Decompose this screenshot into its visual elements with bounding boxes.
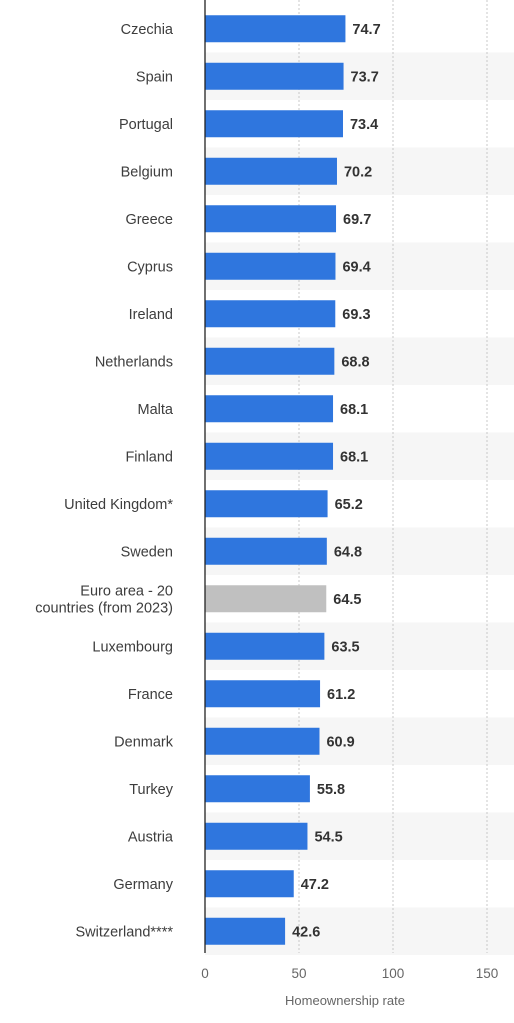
category-label: Cyprus [127, 259, 173, 275]
bar [205, 537, 327, 565]
value-label: 42.6 [292, 924, 320, 940]
x-tick-label: 150 [476, 966, 499, 981]
bar [205, 680, 321, 708]
category-label: Spain [136, 69, 173, 85]
bar [205, 870, 294, 898]
bar [205, 727, 320, 755]
value-label: 69.7 [343, 212, 371, 228]
bar [205, 442, 334, 470]
category-label: Czechia [121, 22, 174, 38]
category-label: Germany [113, 877, 173, 893]
value-labels: 74.7 73.7 73.4 70.2 69.7 69.4 69.3 68.8 68.1 68.1… [292, 22, 381, 941]
bar [205, 395, 334, 423]
bar [205, 775, 310, 803]
bars [205, 15, 346, 945]
category-labels: Czechia Spain Portugal Belgium Greece Cyprus I… [35, 22, 174, 941]
value-label: 55.8 [317, 782, 345, 798]
category-label: Finland [125, 449, 173, 465]
value-label: 64.5 [333, 592, 361, 608]
x-tick-labels: 0 50 100 150 [201, 966, 498, 981]
value-label: 63.5 [331, 639, 359, 655]
category-label: Turkey [129, 782, 174, 798]
value-label: 64.8 [334, 544, 362, 560]
category-label: Luxembourg [92, 639, 173, 655]
bar [205, 632, 325, 660]
category-label: Belgium [121, 164, 173, 180]
value-label: 73.7 [351, 69, 379, 85]
category-label: Greece [125, 212, 173, 228]
value-label: 69.3 [342, 307, 370, 323]
category-label: Portugal [119, 117, 173, 133]
x-tick-label: 50 [291, 966, 306, 981]
value-label: 68.1 [340, 449, 368, 465]
bar [205, 917, 286, 945]
x-tick-label: 0 [201, 966, 209, 981]
x-tick-label: 100 [382, 966, 405, 981]
gridlines [298, 0, 488, 953]
value-label: 68.1 [340, 402, 368, 418]
category-label: countries (from 2023) [35, 600, 173, 616]
value-label: 60.9 [326, 734, 354, 750]
value-label: 73.4 [350, 117, 378, 133]
bar [205, 205, 337, 233]
bar [205, 15, 346, 43]
bar [205, 347, 335, 375]
value-label: 65.2 [335, 497, 363, 513]
x-axis-title: Homeownership rate [285, 993, 405, 1008]
bar [205, 110, 343, 138]
bar [205, 822, 308, 850]
category-label: Denmark [114, 734, 174, 750]
value-label: 61.2 [327, 687, 355, 703]
value-label: 70.2 [344, 164, 372, 180]
value-label: 54.5 [314, 829, 342, 845]
bar [205, 157, 337, 185]
category-label: Malta [138, 402, 174, 418]
category-label: Euro area - 20 [80, 583, 173, 599]
category-label: Switzerland**** [75, 924, 173, 940]
category-label: Ireland [129, 307, 173, 323]
bar [205, 490, 328, 518]
bar [205, 300, 336, 328]
value-label: 69.4 [342, 259, 370, 275]
value-label: 74.7 [352, 22, 380, 38]
bar [205, 62, 344, 90]
category-label: Sweden [121, 544, 173, 560]
category-label: Netherlands [95, 354, 173, 370]
bar [205, 252, 336, 280]
value-label: 47.2 [301, 877, 329, 893]
category-label: United Kingdom* [64, 497, 173, 513]
category-label: Austria [128, 829, 174, 845]
category-label: France [128, 687, 173, 703]
bar [205, 585, 327, 613]
value-label: 68.8 [341, 354, 369, 370]
